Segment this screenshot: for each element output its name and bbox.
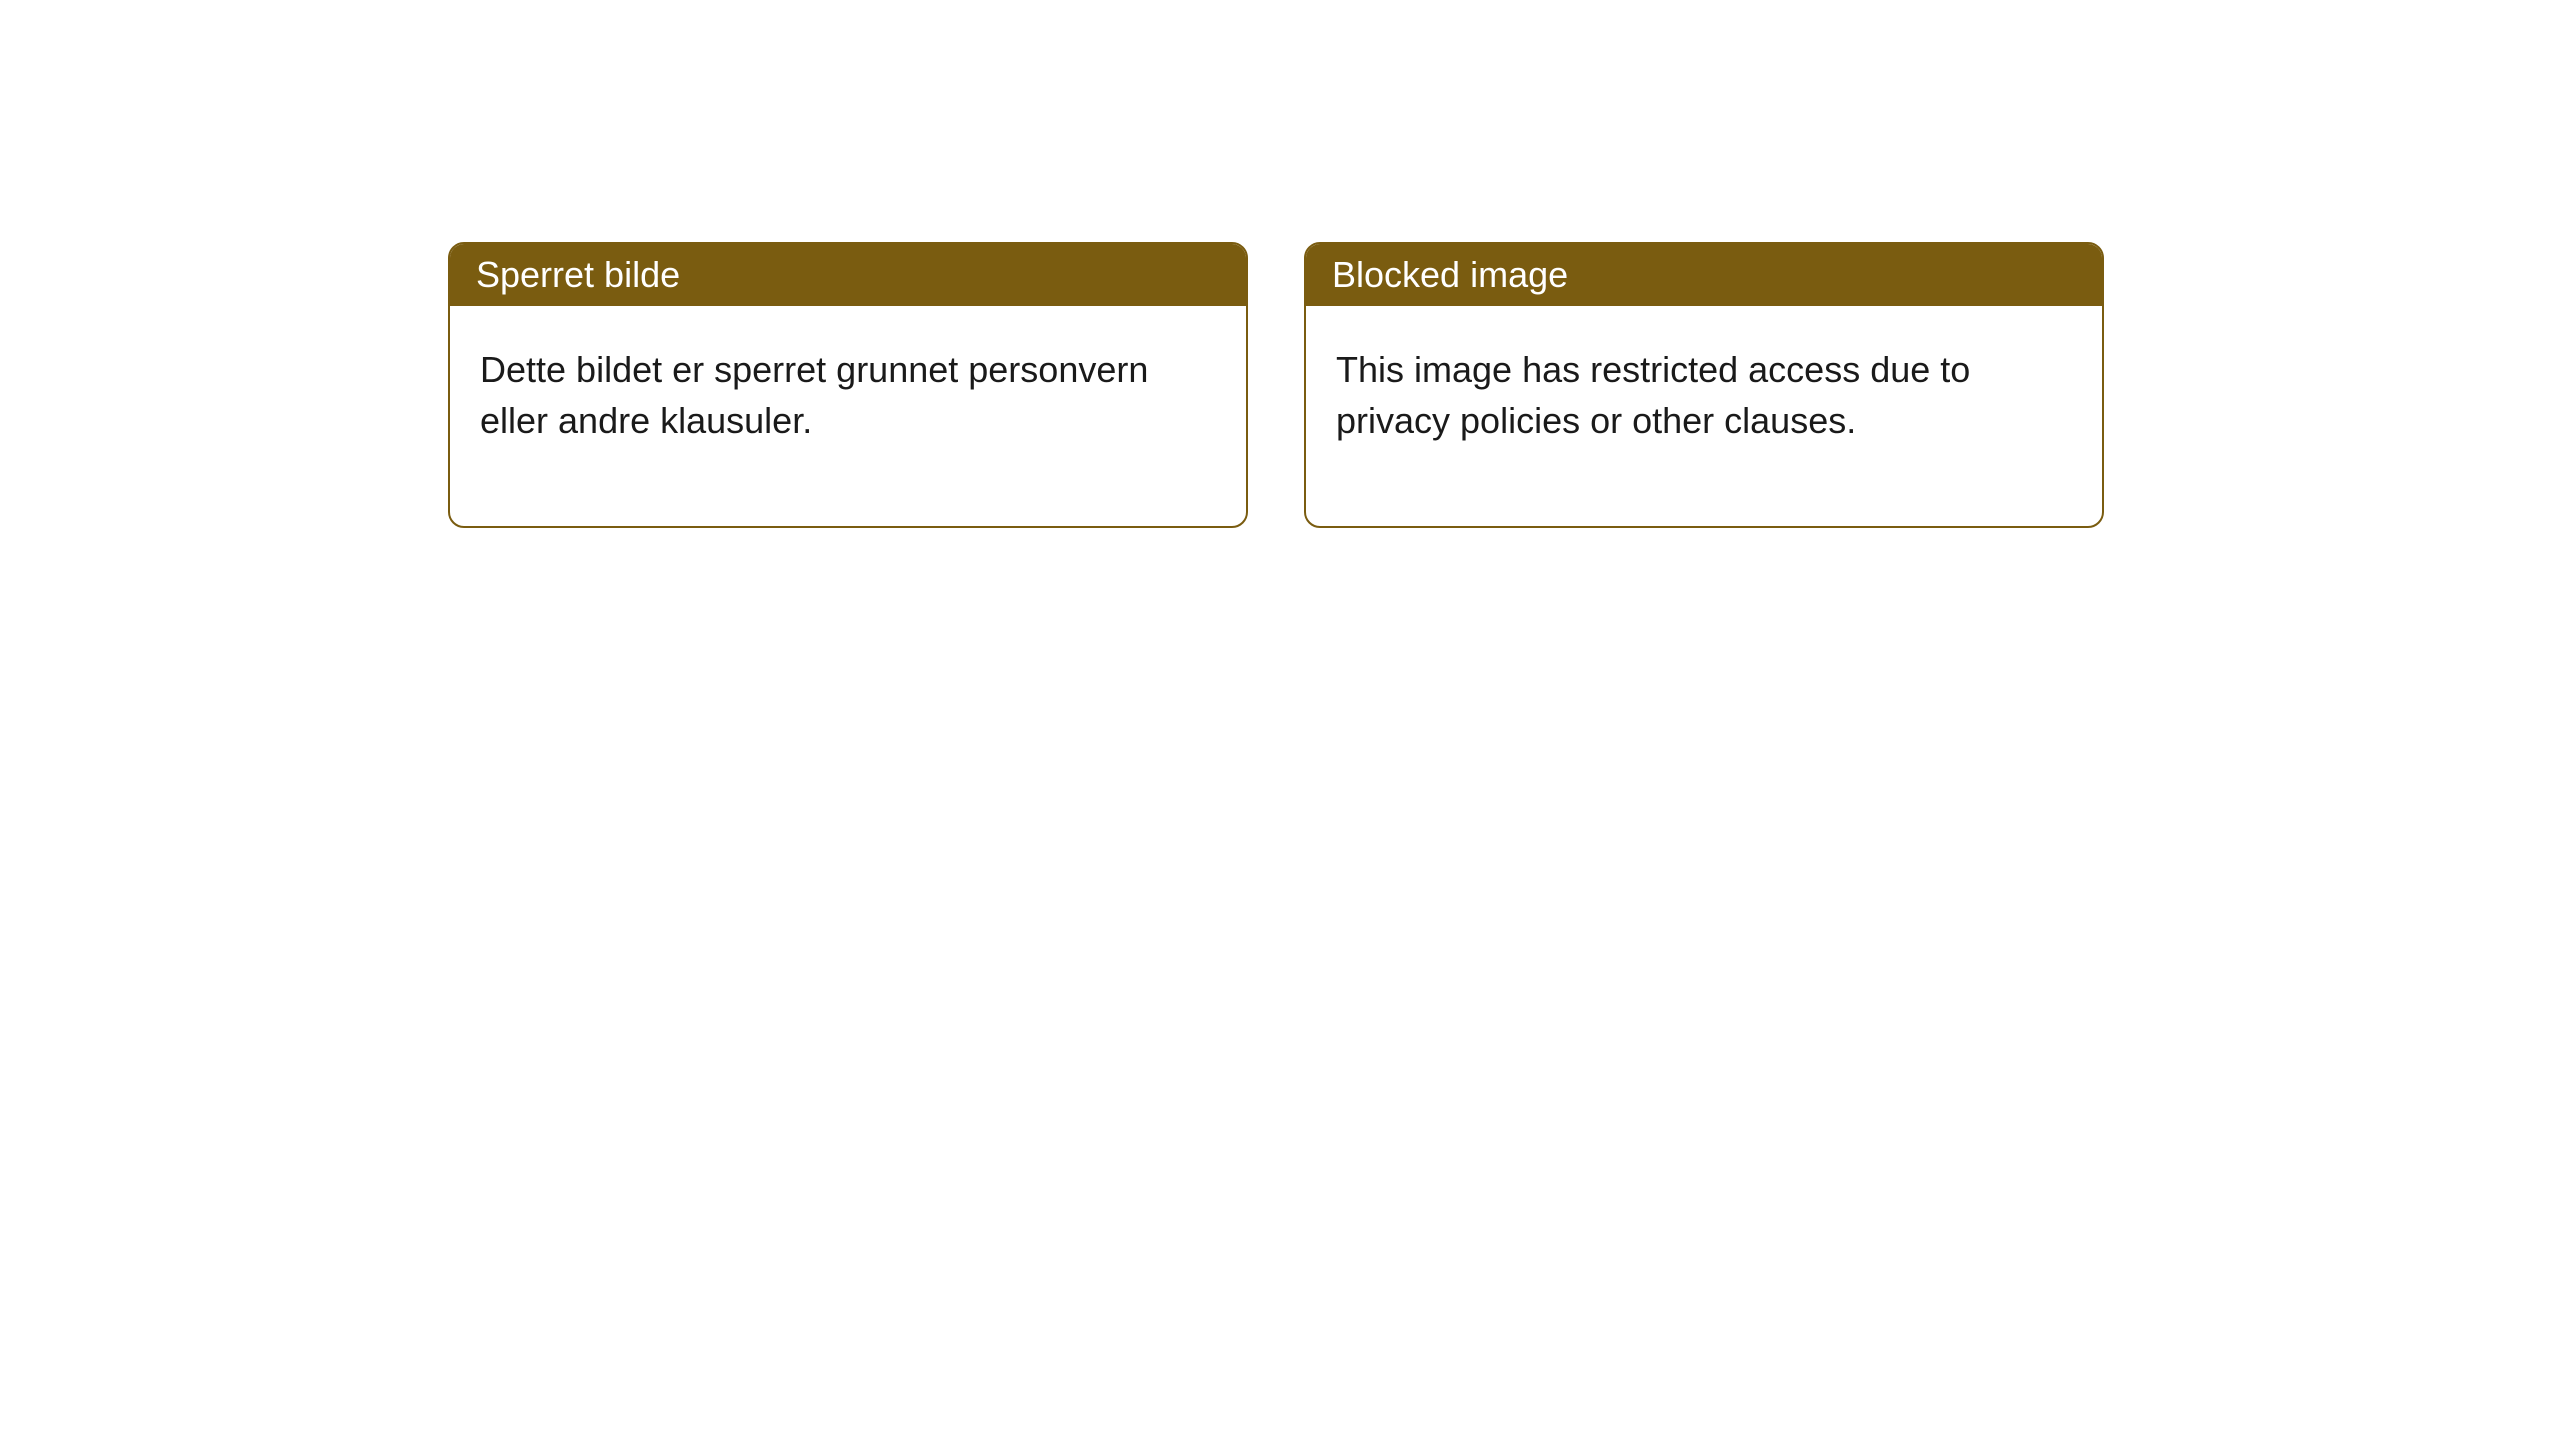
card-body-text: This image has restricted access due to … bbox=[1336, 349, 1970, 441]
notice-cards-container: Sperret bilde Dette bildet er sperret gr… bbox=[0, 0, 2560, 528]
card-title: Sperret bilde bbox=[476, 254, 680, 295]
card-body-no: Dette bildet er sperret grunnet personve… bbox=[450, 306, 1246, 526]
card-body-en: This image has restricted access due to … bbox=[1306, 306, 2102, 526]
card-body-text: Dette bildet er sperret grunnet personve… bbox=[480, 349, 1148, 441]
card-header-no: Sperret bilde bbox=[450, 244, 1246, 306]
card-title: Blocked image bbox=[1332, 254, 1568, 295]
notice-card-no: Sperret bilde Dette bildet er sperret gr… bbox=[448, 242, 1248, 528]
notice-card-en: Blocked image This image has restricted … bbox=[1304, 242, 2104, 528]
card-header-en: Blocked image bbox=[1306, 244, 2102, 306]
